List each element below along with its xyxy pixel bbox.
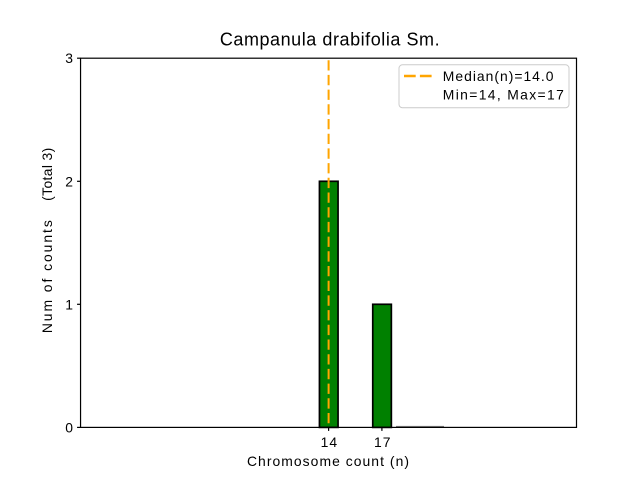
svg-text:17: 17 — [374, 434, 391, 450]
svg-text:Median(n)=14.0: Median(n)=14.0 — [443, 68, 555, 84]
svg-text:Campanula drabifolia Sm.: Campanula drabifolia Sm. — [220, 29, 440, 49]
svg-text:0: 0 — [65, 420, 73, 436]
svg-text:Num of counts (Total 3): Num of counts (Total 3) — [39, 147, 55, 333]
svg-text:14: 14 — [321, 434, 338, 450]
svg-text:2: 2 — [65, 173, 73, 189]
svg-text:Chromosome count (n): Chromosome count (n) — [247, 453, 410, 469]
svg-text:1: 1 — [65, 296, 73, 312]
svg-text:3: 3 — [65, 50, 73, 66]
svg-text:Min=14, Max=17: Min=14, Max=17 — [443, 87, 565, 103]
